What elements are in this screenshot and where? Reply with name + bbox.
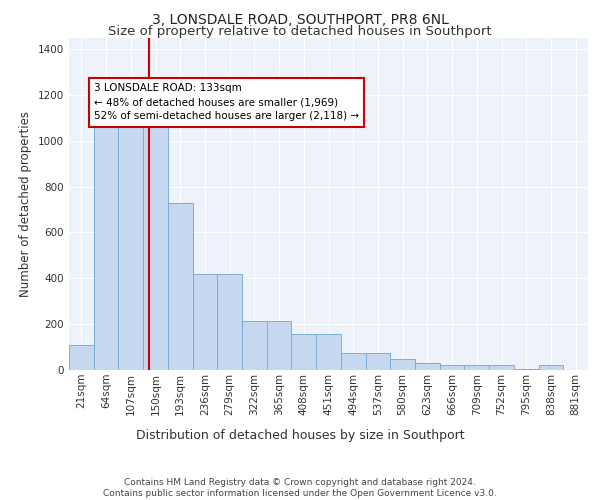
Bar — [168, 202, 193, 370]
Bar — [69, 345, 94, 370]
Bar — [415, 363, 440, 370]
Bar — [390, 358, 415, 370]
Bar — [242, 320, 267, 370]
Bar — [118, 104, 143, 370]
Text: Size of property relative to detached houses in Southport: Size of property relative to detached ho… — [108, 25, 492, 38]
Bar — [94, 104, 118, 370]
Bar — [292, 334, 316, 370]
Text: Contains HM Land Registry data © Crown copyright and database right 2024.
Contai: Contains HM Land Registry data © Crown c… — [103, 478, 497, 498]
Bar — [489, 366, 514, 370]
Bar — [464, 366, 489, 370]
Bar — [341, 353, 365, 370]
Bar — [143, 108, 168, 370]
Bar — [193, 274, 217, 370]
Bar — [316, 334, 341, 370]
Bar — [267, 320, 292, 370]
Bar — [217, 274, 242, 370]
Text: 3 LONSDALE ROAD: 133sqm
← 48% of detached houses are smaller (1,969)
52% of semi: 3 LONSDALE ROAD: 133sqm ← 48% of detache… — [94, 84, 359, 122]
Bar — [365, 353, 390, 370]
Bar — [514, 369, 539, 370]
Y-axis label: Number of detached properties: Number of detached properties — [19, 111, 32, 296]
Text: Distribution of detached houses by size in Southport: Distribution of detached houses by size … — [136, 430, 464, 442]
Bar — [440, 366, 464, 370]
Bar — [539, 366, 563, 370]
Text: 3, LONSDALE ROAD, SOUTHPORT, PR8 6NL: 3, LONSDALE ROAD, SOUTHPORT, PR8 6NL — [152, 12, 448, 26]
